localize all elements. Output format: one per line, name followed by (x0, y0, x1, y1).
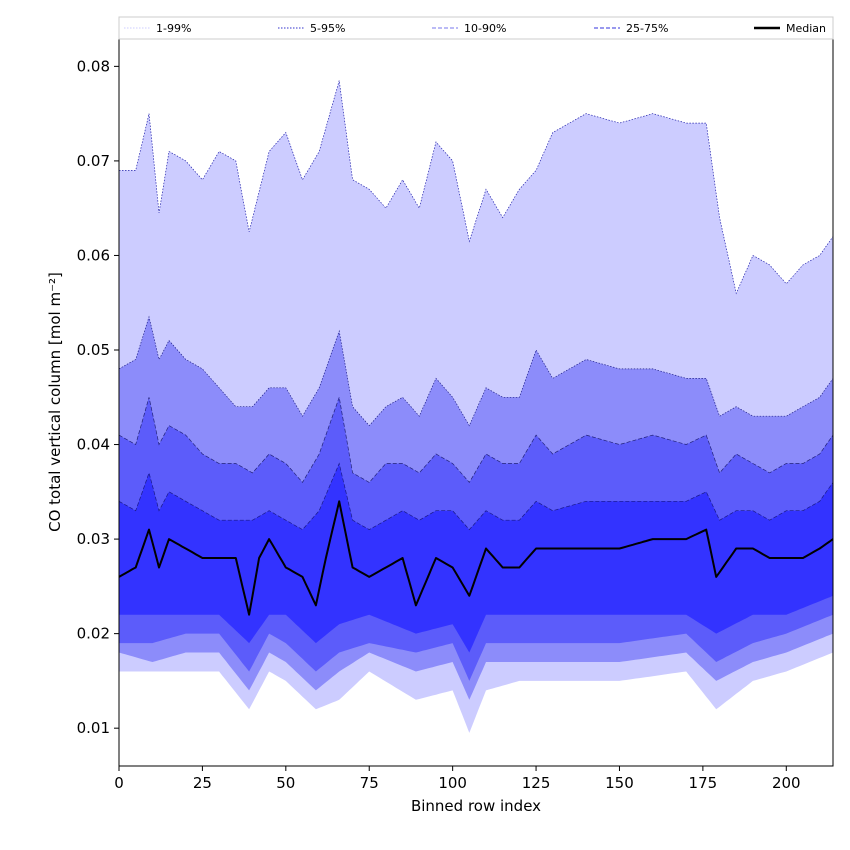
y-tick-label: 0.06 (77, 246, 110, 264)
x-tick-label: 125 (522, 774, 551, 792)
plot-area (118, 80, 834, 733)
y-tick-label: 0.07 (77, 152, 110, 170)
band-upper-edge-10-90% (118, 395, 834, 483)
legend-box (118, 16, 834, 40)
x-tick-label: 75 (360, 774, 379, 792)
x-axis: 0 25 50 75 100 125 150 175 200 (114, 766, 801, 792)
legend: 1-99% 5-95% 10-90% 25-75% Median (118, 16, 834, 40)
x-tick-label: 0 (114, 774, 124, 792)
y-tick-label: 0.02 (77, 625, 110, 643)
median-series (118, 500, 834, 616)
legend-label: 5-95% (310, 22, 345, 35)
percentile-bands (119, 80, 833, 733)
x-axis-label: Binned row index (411, 797, 541, 815)
x-tick-label: 200 (772, 774, 801, 792)
y-tick-label: 0.01 (77, 719, 110, 737)
x-tick-label: 50 (276, 774, 295, 792)
y-axis: 0.01 0.02 0.03 0.04 0.05 0.06 0.07 0.08 (77, 57, 119, 737)
legend-label: 25-75% (626, 22, 668, 35)
legend-label: 1-99% (156, 22, 191, 35)
x-tick-label: 100 (438, 774, 467, 792)
legend-label: 10-90% (464, 22, 506, 35)
band-upper-edge-1-99% (119, 80, 834, 295)
y-tick-label: 0.03 (77, 530, 110, 548)
band-25-75% (119, 463, 833, 653)
legend-items: 1-99% 5-95% 10-90% 25-75% Median (124, 22, 826, 35)
median-line (118, 500, 834, 616)
x-tick-label: 25 (193, 774, 212, 792)
y-tick-label: 0.04 (77, 436, 110, 454)
x-tick-label: 150 (605, 774, 634, 792)
y-tick-label: 0.08 (77, 57, 110, 75)
percentile-edges (118, 80, 834, 531)
y-axis-label: CO total vertical column [mol m⁻²] (46, 272, 64, 532)
y-tick-label: 0.05 (77, 341, 110, 359)
legend-label: Median (786, 22, 826, 35)
x-tick-label: 175 (689, 774, 718, 792)
band-upper-edge-5-95% (118, 315, 834, 427)
